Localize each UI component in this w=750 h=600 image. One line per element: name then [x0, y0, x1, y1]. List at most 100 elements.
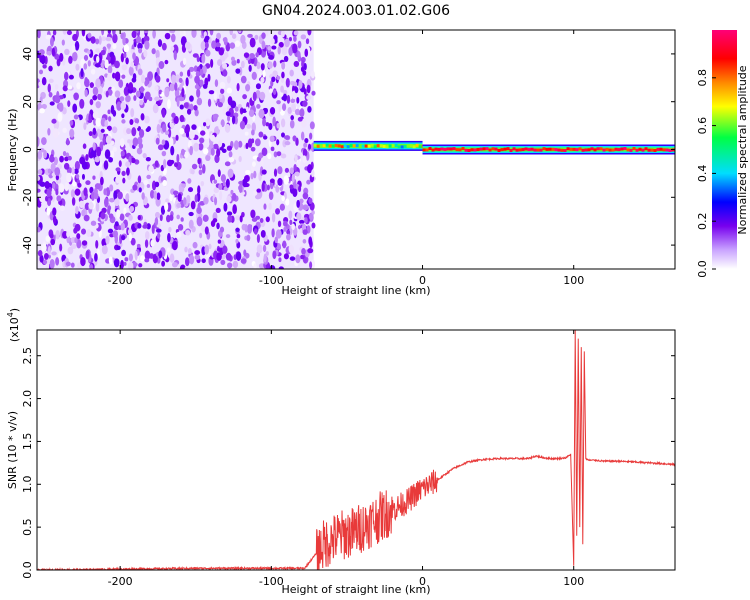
- noise-speckle: [154, 217, 159, 226]
- noise-speckle: [268, 122, 273, 131]
- noise-speckle: [82, 143, 87, 149]
- noise-speckle: [188, 66, 195, 72]
- noise-speckle: [299, 108, 305, 118]
- noise-speckle: [74, 223, 81, 232]
- noise-speckle: [302, 161, 307, 167]
- noise-speckle: [307, 248, 314, 254]
- noise-speckle: [123, 261, 127, 266]
- noise-speckle: [112, 230, 119, 238]
- noise-speckle: [281, 45, 288, 56]
- noise-speckle: [67, 155, 72, 161]
- line-core-cell: [635, 148, 639, 152]
- line-core-cell: [331, 144, 335, 148]
- noise-speckle: [288, 244, 295, 254]
- noise-speckle: [256, 61, 261, 70]
- noise-speckle: [94, 253, 98, 262]
- noise-speckle: [116, 245, 121, 251]
- noise-speckle: [282, 103, 287, 111]
- noise-speckle: [67, 246, 74, 255]
- noise-speckle: [297, 159, 301, 168]
- x-tick-label: 0: [419, 575, 426, 588]
- colorbar-tick-label: 0.8: [696, 69, 709, 87]
- noise-speckle: [89, 264, 94, 269]
- noise-speckle: [272, 116, 276, 127]
- noise-speckle: [216, 32, 222, 40]
- noise-speckle: [218, 124, 222, 130]
- noise-speckle: [294, 108, 301, 116]
- noise-speckle: [84, 89, 88, 97]
- noise-speckle: [200, 41, 206, 51]
- line-core-cell: [400, 145, 404, 149]
- noise-speckle: [297, 116, 303, 122]
- noise-speckle: [249, 53, 255, 60]
- noise-speckle: [281, 71, 285, 79]
- noise-speckle: [90, 36, 96, 44]
- noise-speckle: [273, 151, 278, 158]
- line-core-cell: [340, 145, 344, 149]
- noise-speckle: [216, 148, 221, 157]
- noise-speckle: [225, 111, 231, 117]
- noise-speckle: [73, 168, 79, 175]
- noise-speckle: [41, 137, 47, 146]
- noise-speckle: [172, 190, 179, 195]
- noise-speckle: [227, 262, 233, 269]
- line-core-cell: [632, 147, 636, 151]
- noise-speckle: [264, 107, 268, 114]
- noise-speckle: [292, 43, 298, 54]
- noise-speckle: [270, 38, 275, 45]
- noise-speckle: [302, 100, 308, 107]
- noise-speckle: [308, 197, 313, 205]
- noise-speckle: [49, 258, 55, 269]
- noise-speckle: [144, 258, 150, 263]
- noise-speckle: [196, 55, 200, 63]
- noise-speckle: [251, 71, 257, 80]
- noise-speckle: [294, 171, 300, 177]
- noise-speckle: [160, 164, 165, 172]
- noise-speckle: [161, 150, 167, 157]
- noise-speckle: [70, 189, 76, 198]
- noise-speckle: [80, 68, 84, 78]
- noise-speckle: [130, 107, 135, 118]
- noise-speckle: [222, 63, 228, 69]
- noise-speckle: [284, 167, 290, 173]
- noise-speckle: [307, 106, 312, 113]
- noise-speckle: [47, 245, 51, 256]
- noise-speckle: [210, 147, 215, 156]
- line-core-cell: [367, 144, 371, 148]
- line-core-cell: [608, 148, 612, 152]
- noise-speckle: [49, 155, 55, 163]
- noise-speckle: [59, 205, 66, 211]
- noise-speckle: [194, 250, 201, 256]
- noise-speckle: [91, 191, 95, 201]
- noise-speckle: [259, 91, 266, 101]
- line-core-cell: [491, 147, 495, 151]
- noise-speckle: [233, 153, 239, 160]
- noise-speckle: [256, 188, 262, 193]
- noise-speckle: [300, 254, 305, 260]
- noise-speckle: [121, 74, 126, 79]
- noise-speckle: [66, 172, 72, 183]
- noise-speckle: [185, 77, 189, 87]
- noise-speckle: [146, 126, 151, 132]
- noise-speckle: [291, 103, 297, 113]
- noise-speckle: [105, 235, 110, 245]
- noise-speckle: [298, 219, 305, 225]
- x-tick-label: 100: [563, 274, 584, 287]
- noise-speckle: [103, 188, 107, 195]
- noise-speckle: [280, 118, 286, 128]
- noise-speckle: [140, 255, 145, 262]
- noise-speckle: [247, 33, 253, 38]
- noise-speckle: [283, 253, 289, 260]
- noise-speckle: [74, 188, 81, 196]
- noise-speckle: [55, 188, 59, 196]
- noise-speckle: [59, 52, 64, 62]
- line-core-cell: [322, 144, 326, 148]
- noise-speckle: [59, 243, 63, 252]
- x-tick-label: -200: [108, 575, 133, 588]
- noise-speckle: [181, 183, 187, 188]
- noise-speckle: [226, 195, 232, 203]
- noise-speckle: [290, 115, 295, 121]
- noise-speckle: [194, 108, 199, 117]
- noise-speckle: [76, 233, 81, 240]
- noise-speckle: [148, 96, 153, 102]
